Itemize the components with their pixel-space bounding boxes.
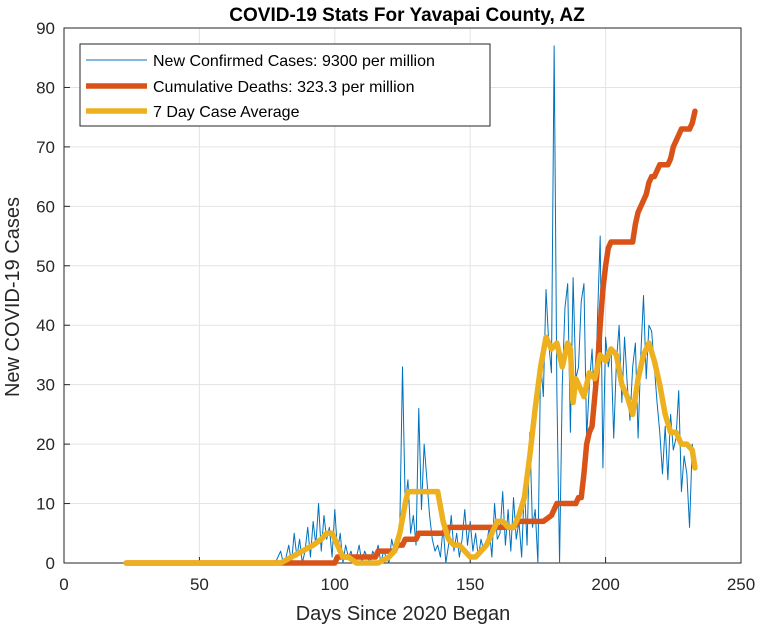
- legend-label-7-day-average: 7 Day Case Average: [153, 104, 300, 121]
- series-7-day-average: [123, 334, 698, 566]
- series-cumulative-deaths: [123, 108, 698, 566]
- x-tick-label: 150: [456, 575, 484, 594]
- x-axis-label: Days Since 2020 Began: [296, 603, 511, 625]
- y-tick-label: 0: [46, 554, 55, 573]
- y-axis-label: New COVID-19 Cases: [2, 197, 24, 397]
- x-tick-label: 200: [591, 575, 619, 594]
- y-tick-label: 50: [36, 257, 55, 276]
- legend: New Confirmed Cases: 9300 per million Cu…: [79, 43, 491, 127]
- y-tick-label: 60: [36, 197, 55, 216]
- series-layer: [123, 45, 698, 566]
- y-tick-label: 10: [36, 495, 55, 514]
- y-tick-label: 80: [36, 78, 55, 97]
- series-new-confirmed-cases: [125, 45, 696, 564]
- axis-ticks: 0 50 100 150 200 250 0 10 20 30 40 50 60 70 80 90: [36, 19, 755, 594]
- y-tick-label: 90: [36, 19, 55, 38]
- x-tick-label: 50: [190, 575, 209, 594]
- legend-label-cumulative-deaths: Cumulative Deaths: 323.3 per million: [153, 79, 414, 96]
- chart-title: COVID-19 Stats For Yavapai County, AZ: [229, 5, 585, 26]
- y-tick-label: 40: [36, 316, 55, 335]
- legend-box: [79, 43, 491, 127]
- x-tick-label: 250: [727, 575, 755, 594]
- x-tick-label: 100: [321, 575, 349, 594]
- y-tick-label: 30: [36, 376, 55, 395]
- y-tick-label: 70: [36, 138, 55, 157]
- legend-label-new-cases: New Confirmed Cases: 9300 per million: [153, 53, 435, 70]
- x-tick-label: 0: [59, 575, 68, 594]
- plot-frame: [63, 27, 742, 564]
- y-tick-label: 20: [36, 435, 55, 454]
